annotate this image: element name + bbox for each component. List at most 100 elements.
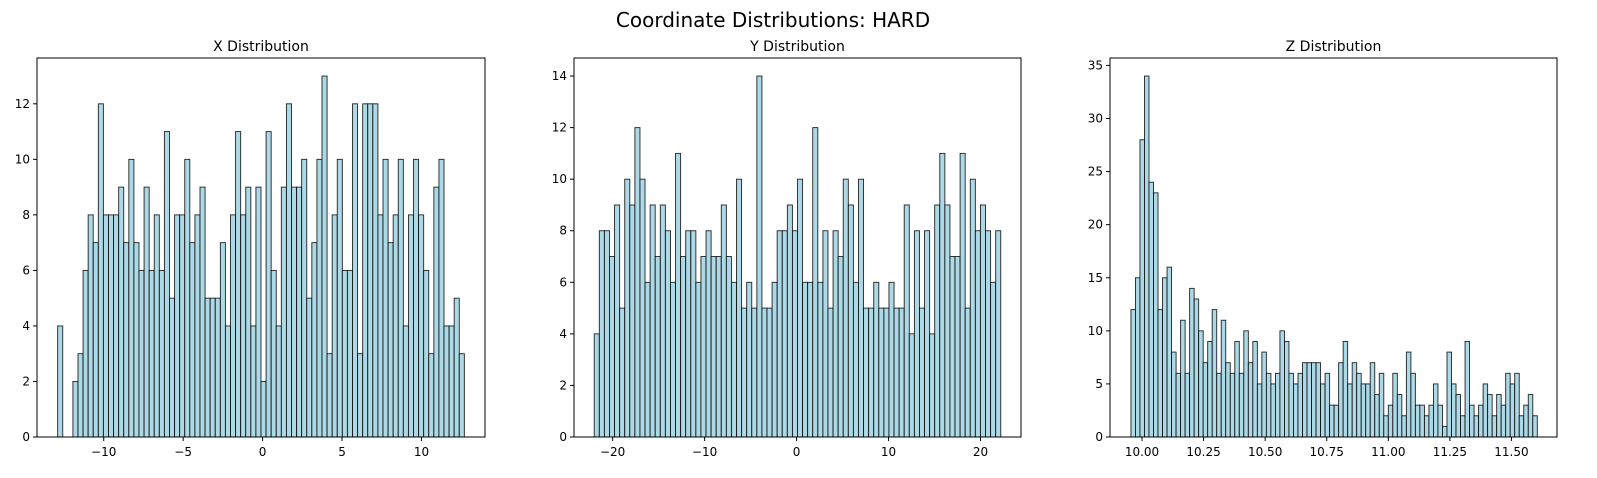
histogram-bar <box>766 307 773 438</box>
y-tick-label: 25 <box>1088 165 1103 179</box>
histogram-bar <box>1247 362 1254 438</box>
y-tick-label: 6 <box>22 263 30 277</box>
histogram-bar <box>372 103 379 438</box>
histogram-bar <box>108 214 115 438</box>
histogram-bar <box>433 186 440 438</box>
histogram-bar <box>382 158 389 438</box>
histogram-bar <box>265 131 272 438</box>
histogram-bar <box>163 131 170 438</box>
histogram-bar <box>802 281 809 438</box>
histogram-bar <box>1414 404 1421 438</box>
histogram-bar <box>97 103 104 438</box>
histogram-bar <box>1311 362 1317 438</box>
histogram-bar <box>974 230 981 438</box>
histogram-bar <box>649 204 656 438</box>
histogram-bar <box>1442 425 1448 438</box>
y-tick-label: 10 <box>15 152 30 166</box>
x-tick-label: 10 <box>414 445 429 459</box>
histogram-bar <box>1184 372 1191 438</box>
histogram-bar <box>235 131 242 438</box>
histogram-bar <box>1392 372 1398 438</box>
histogram-bar <box>1473 415 1480 438</box>
histogram-bar <box>255 186 262 438</box>
histogram-bar <box>1451 383 1457 438</box>
histogram-bar <box>1288 372 1294 438</box>
histogram-bar <box>934 204 941 438</box>
histogram-bar <box>219 242 226 438</box>
histogram-bar <box>275 325 282 438</box>
histogram-bar <box>969 178 976 438</box>
histogram-bar <box>1320 383 1326 438</box>
histogram-bar <box>644 281 651 438</box>
histogram-bar <box>1518 415 1525 438</box>
histogram-bar <box>939 152 946 438</box>
histogram-bar <box>199 186 206 438</box>
histogram-bar <box>1130 309 1136 438</box>
histogram-bar <box>908 333 915 438</box>
histogram-bar <box>316 158 323 438</box>
histogram-bar <box>1162 277 1168 438</box>
y-tick-label: 20 <box>1088 218 1103 232</box>
histogram-bar <box>888 281 895 438</box>
histogram-bar <box>1279 330 1285 438</box>
histogram-bar <box>209 297 216 438</box>
histogram-bar <box>924 230 931 438</box>
histogram-bar <box>1469 404 1475 438</box>
histogram-bar <box>352 103 359 438</box>
histogram-bar <box>1302 362 1308 438</box>
histogram-bar <box>1342 341 1349 438</box>
histogram-bar <box>346 269 353 438</box>
histogram-bar <box>858 178 865 438</box>
histogram-bar <box>1505 372 1511 438</box>
histogram-bar <box>1365 383 1371 438</box>
histogram-bar <box>1527 394 1534 438</box>
histogram-bar <box>306 297 313 438</box>
histogram-bar <box>944 204 951 438</box>
histogram-bar <box>700 256 707 438</box>
histogram-bar <box>949 256 956 438</box>
y-tick-label: 12 <box>15 97 30 111</box>
histogram-bar <box>438 158 445 438</box>
histogram-bar <box>311 242 318 438</box>
histogram-bar <box>751 307 758 438</box>
histogram-bar <box>377 214 384 438</box>
histogram-bar <box>771 281 778 438</box>
histogram-bar <box>624 178 631 438</box>
histogram-bar <box>285 103 292 438</box>
histogram-bar <box>1189 287 1195 438</box>
y-tick-label: 10 <box>552 172 567 186</box>
histogram-bar <box>868 307 875 438</box>
histogram-bar <box>423 269 430 438</box>
histogram-bar <box>954 256 961 438</box>
histogram-bar <box>664 230 671 438</box>
histogram-bar <box>245 186 252 438</box>
histogram-bar <box>985 230 992 438</box>
histogram-bar <box>1464 341 1471 438</box>
histogram-bar <box>1148 181 1154 438</box>
histogram-bar <box>1175 372 1182 438</box>
histogram-bar <box>1523 404 1529 438</box>
histogram-bar <box>367 103 374 438</box>
histogram-bar <box>1216 372 1222 438</box>
panel-1: X Distribution −10 −5 0 5 10 0 2 4 6 8 10 12 <box>15 39 486 459</box>
histogram-bar <box>852 281 859 438</box>
histogram-bar <box>1229 372 1236 438</box>
panel-title: Z Distribution <box>1286 39 1382 55</box>
histogram-bar <box>898 307 905 438</box>
histogram-bar <box>82 269 89 438</box>
histogram-bar <box>143 186 150 438</box>
axes-frame <box>573 57 1022 438</box>
histogram-bar <box>1333 404 1340 438</box>
histogram-bar <box>919 307 925 438</box>
histogram-bar <box>72 381 79 438</box>
y-tick-label: 6 <box>559 275 567 289</box>
histogram-bar <box>270 269 277 438</box>
histogram-bar <box>1198 330 1204 438</box>
histogram-bar <box>336 158 343 438</box>
histogram-bar <box>453 297 460 438</box>
x-tick-label: 10.25 <box>1186 445 1220 459</box>
histogram-bar <box>847 204 854 438</box>
y-tick-label: 8 <box>559 224 567 238</box>
histogram-bar <box>92 242 99 438</box>
y-tick-label: 35 <box>1088 58 1103 72</box>
